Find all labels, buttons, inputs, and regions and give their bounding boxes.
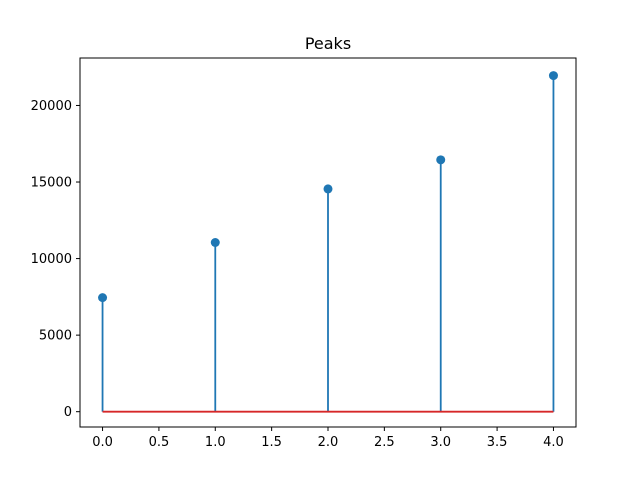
y-tick-label: 20000 — [31, 99, 72, 114]
y-tick-label: 10000 — [31, 252, 72, 267]
y-tick-label: 15000 — [31, 176, 72, 191]
y-tick-label: 0 — [64, 405, 72, 420]
y-tick-label: 5000 — [39, 329, 72, 344]
x-tick-label: 0.0 — [92, 435, 113, 450]
x-tick-label: 1.0 — [205, 435, 226, 450]
axes: 0.0 0.5 1.0 1.5 2.0 2.5 3.0 3.5 4.0 0 5000 10000 150… — [31, 57, 577, 450]
stem-marker — [323, 184, 333, 194]
x-tick-label: 3.5 — [487, 435, 508, 450]
x-tick-label: 4.0 — [543, 435, 564, 450]
stem-marker — [548, 71, 558, 81]
x-tick-label: 2.0 — [318, 435, 339, 450]
x-tick-label: 2.5 — [374, 435, 395, 450]
x-tick-label: 3.0 — [430, 435, 451, 450]
x-tick-label: 1.5 — [261, 435, 282, 450]
plot-area — [98, 71, 558, 413]
x-tick-label: 0.5 — [149, 435, 170, 450]
stem-marker — [210, 238, 220, 247]
chart-title: Peaks — [305, 34, 351, 53]
stem-marker — [436, 155, 446, 165]
stem-marker — [98, 293, 108, 303]
